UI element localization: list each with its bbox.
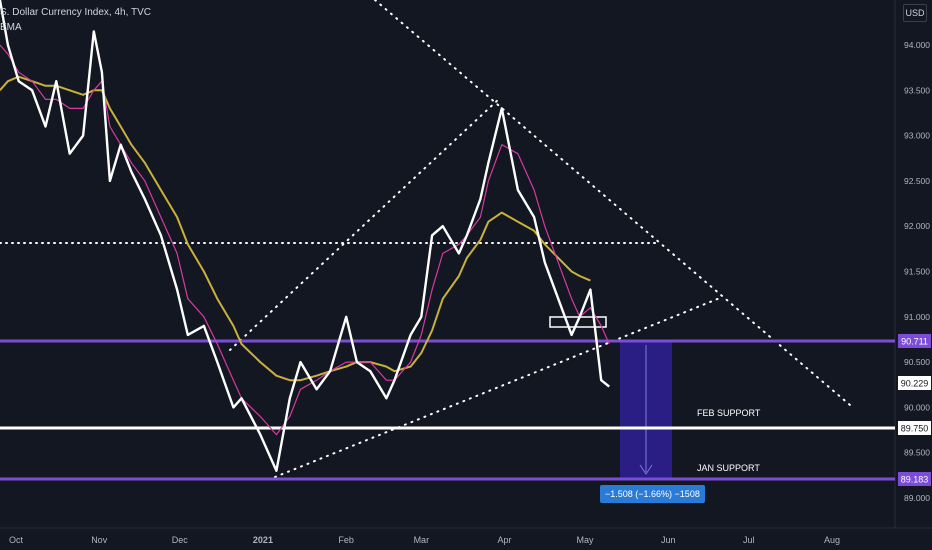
x-tick-label: 2021	[253, 535, 273, 545]
x-tick-label: Aug	[824, 535, 840, 545]
price-tag-current: 90.229	[901, 379, 929, 389]
y-tick-label: 93.000	[904, 131, 930, 141]
x-tick-label: Jul	[743, 535, 755, 545]
price-tag-bg-purple	[898, 334, 931, 348]
jan-support-label: JAN SUPPORT	[697, 463, 760, 473]
y-tick-label: 90.000	[904, 402, 930, 412]
x-tick-label: Mar	[414, 535, 430, 545]
consolidation-rectangle[interactable]	[549, 316, 607, 328]
price-tag-jan: 89.183	[901, 475, 929, 485]
x-tick-label: Apr	[498, 535, 512, 545]
x-tick-label: Jun	[661, 535, 676, 545]
price-series-line[interactable]	[0, 0, 610, 472]
price-tag-purple: 90.711	[901, 337, 928, 347]
chart-title: S. Dollar Currency Index, 4h, TVC	[0, 7, 151, 18]
y-tick-label: 89.500	[904, 448, 930, 458]
y-tick-label: 89.000	[904, 493, 930, 503]
x-tick-label: Oct	[9, 535, 24, 545]
x-tick-label: Dec	[172, 535, 189, 545]
feb-support-label: FEB SUPPORT	[697, 408, 761, 418]
currency-button[interactable]: USD	[903, 4, 927, 22]
y-tick-label: 91.000	[904, 312, 930, 322]
y-tick-label: 92.000	[904, 221, 930, 231]
x-tick-label: Feb	[338, 535, 354, 545]
x-tick-label: Nov	[91, 535, 108, 545]
upper-descending-trendline[interactable]	[374, 0, 851, 406]
ema-fast-line[interactable]	[0, 44, 610, 436]
projection-arrow-head	[639, 464, 653, 475]
y-tick-label: 90.500	[904, 357, 930, 367]
x-tick-label: May	[577, 535, 595, 545]
price-tag-bg-feb	[898, 421, 931, 435]
channel-upper-trendline[interactable]	[229, 97, 501, 351]
price-tag-bg-current	[898, 376, 931, 390]
measure-badge: −1.508 (−1.66%) −1508	[600, 485, 705, 503]
y-tick-label: 91.500	[904, 267, 930, 277]
y-tick-label: 94.000	[904, 40, 930, 50]
indicator-label[interactable]: EMA	[0, 22, 22, 33]
y-tick-label: 92.500	[904, 176, 930, 186]
y-tick-label: 93.500	[904, 85, 930, 95]
price-tag-bg-jan	[898, 472, 931, 486]
price-tag-feb: 89.750	[901, 424, 929, 434]
lower-ascending-trendline[interactable]	[274, 297, 721, 478]
